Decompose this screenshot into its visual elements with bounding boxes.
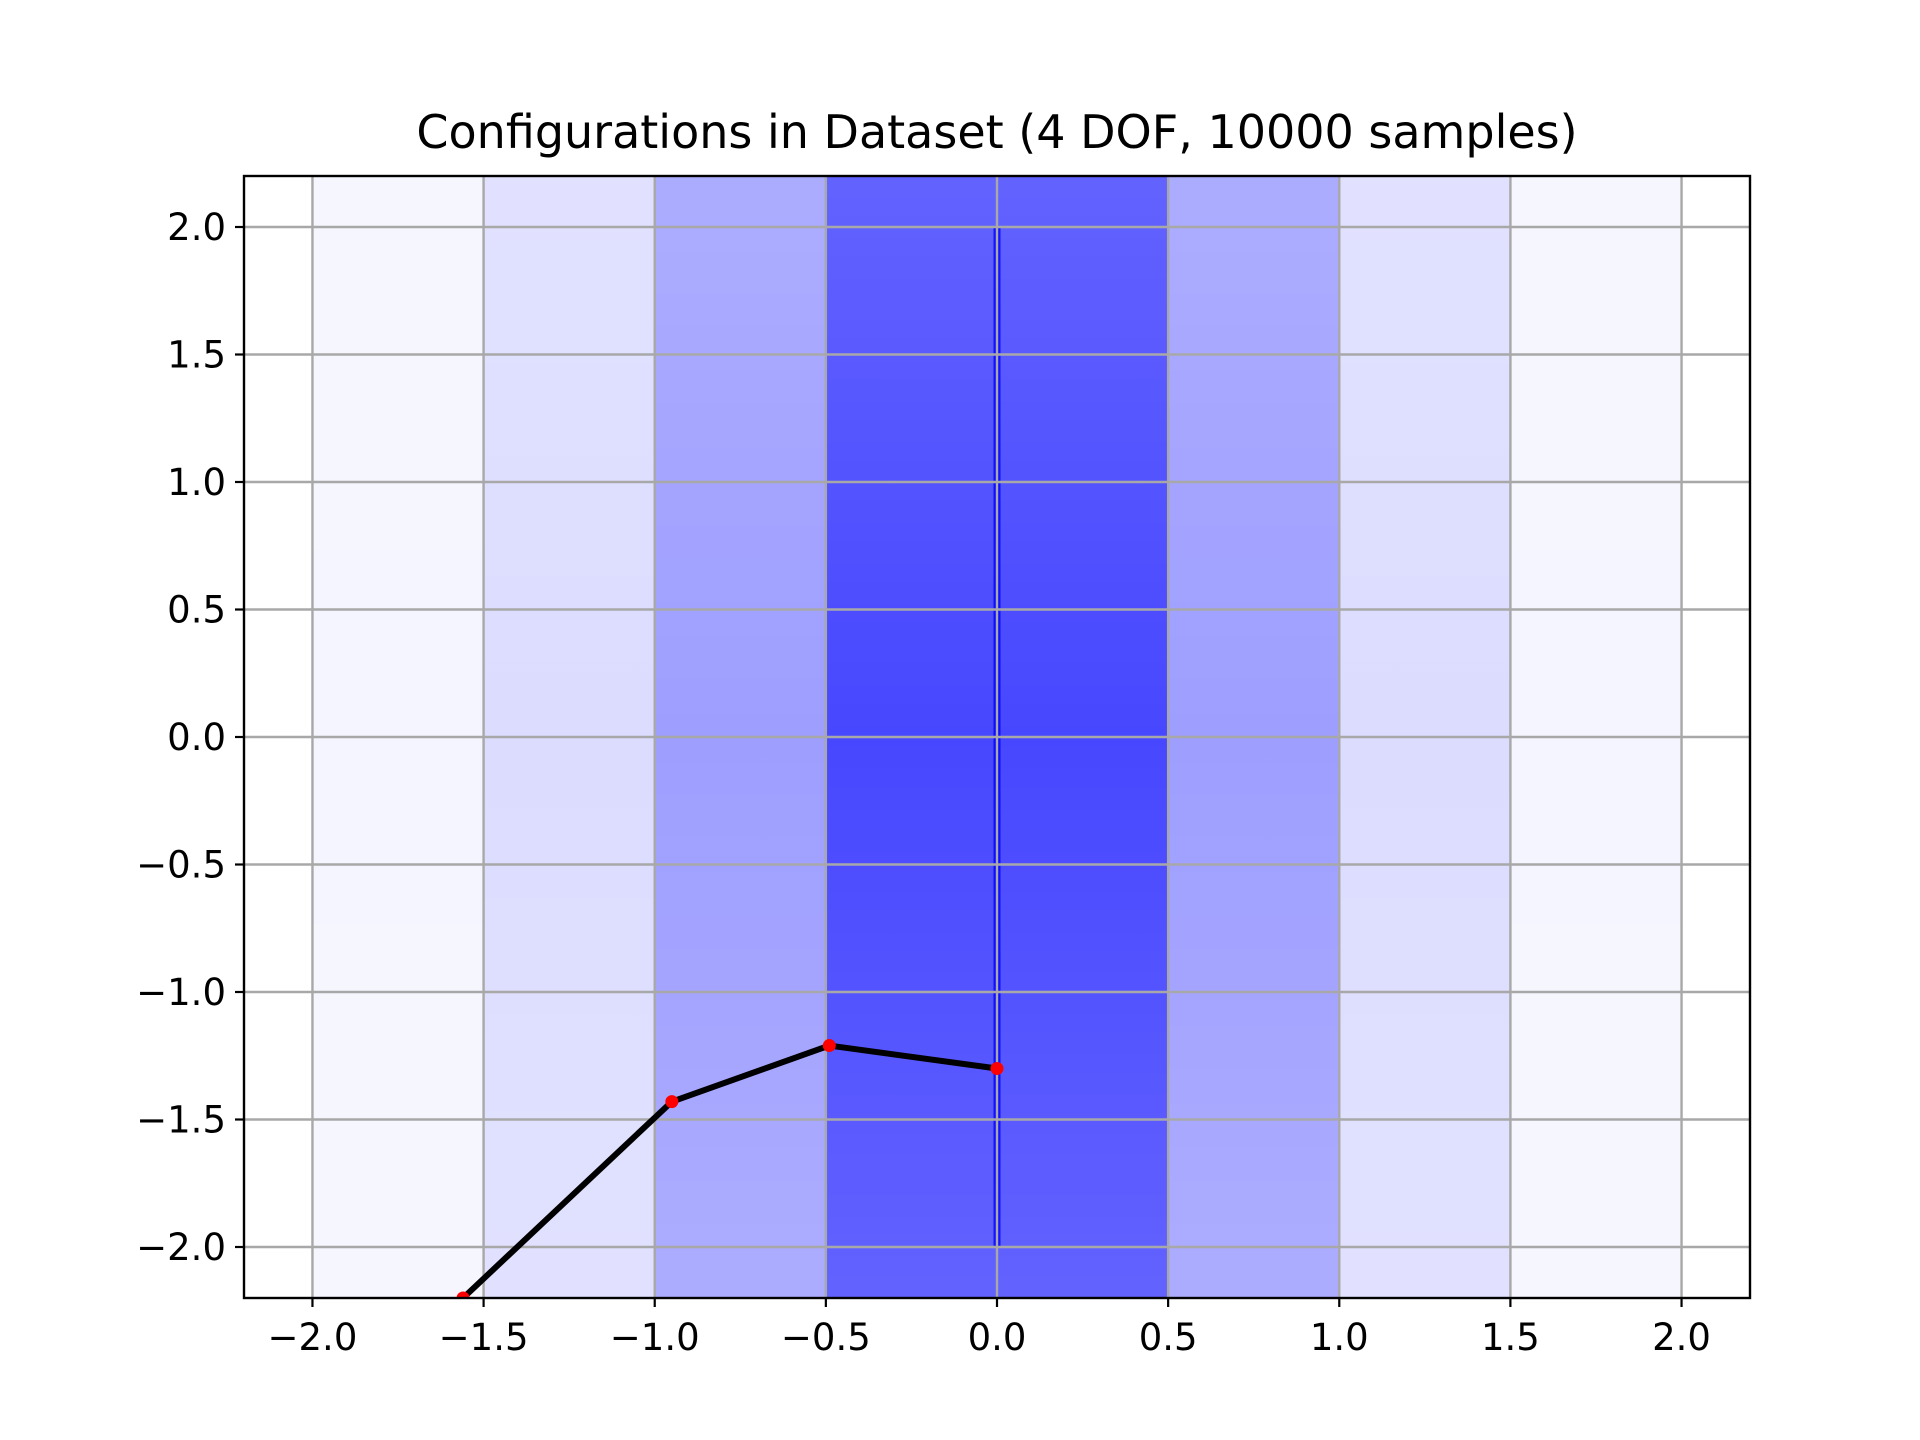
x-tick-label: 1.5: [1481, 1316, 1540, 1359]
y-tick-label: −1.5: [136, 1099, 226, 1142]
x-tick-label: 2.0: [1652, 1316, 1711, 1359]
y-tick-label: 0.5: [167, 589, 226, 632]
arm-configuration: [456, 1039, 1004, 1298]
chart-title: Configurations in Dataset (4 DOF, 10000 …: [416, 105, 1577, 159]
y-tick-label: 0.0: [167, 716, 226, 759]
x-tick-label: 0.0: [968, 1316, 1027, 1359]
joint-point: [822, 1039, 836, 1053]
plot-area: [244, 176, 1750, 1298]
x-tick-label: −0.5: [781, 1316, 871, 1359]
y-tick-label: 1.5: [167, 334, 226, 377]
y-axis-ticks: −2.0 −1.5 −1.0 −0.5 0.0 0.5 1.0 1.5 2.0: [136, 206, 244, 1269]
x-tick-label: −1.0: [610, 1316, 700, 1359]
y-tick-label: −1.0: [136, 971, 226, 1014]
x-tick-label: 1.0: [1310, 1316, 1369, 1359]
x-tick-label: −1.5: [439, 1316, 529, 1359]
y-tick-label: −2.0: [136, 1226, 226, 1269]
grid-lines: [244, 176, 1750, 1298]
joint-point: [665, 1095, 679, 1109]
x-tick-label: 0.5: [1139, 1316, 1198, 1359]
x-tick-label: −2.0: [268, 1316, 358, 1359]
joint-point: [456, 1291, 470, 1298]
arm-line: [460, 1042, 998, 1298]
x-axis-ticks: −2.0 −1.5 −1.0 −0.5 0.0 0.5 1.0 1.5 2.0: [268, 1298, 1711, 1359]
y-tick-label: 1.0: [167, 461, 226, 504]
y-tick-label: −0.5: [136, 844, 226, 887]
joint-point: [990, 1062, 1004, 1075]
y-tick-label: 2.0: [167, 206, 226, 249]
